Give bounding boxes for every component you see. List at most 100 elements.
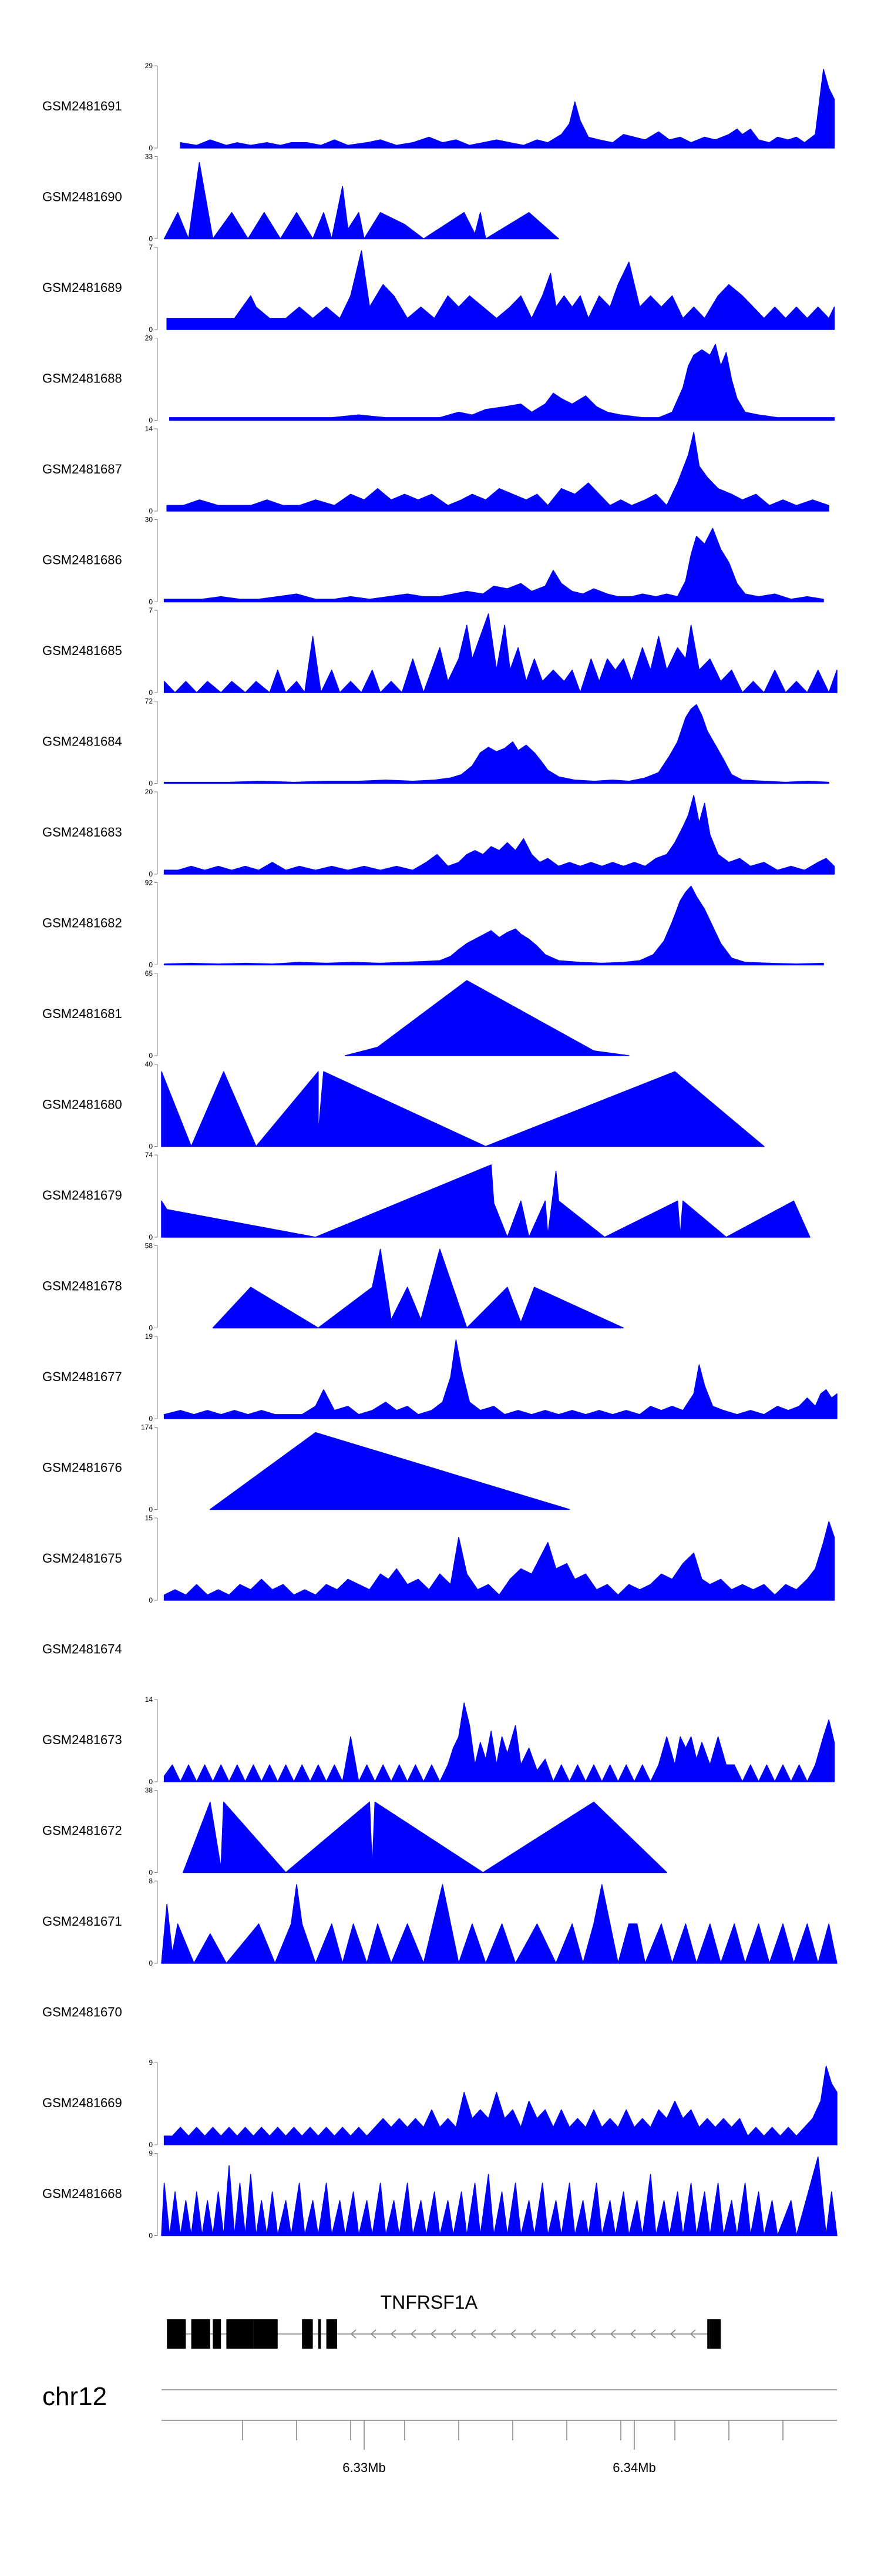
track-label: GSM2481689 bbox=[42, 280, 122, 295]
y-min-label: 0 bbox=[149, 780, 153, 788]
track-label: GSM2481676 bbox=[42, 1460, 122, 1475]
y-min-label: 0 bbox=[149, 507, 153, 515]
track-label: GSM2481673 bbox=[42, 1732, 122, 1747]
y-max-label: 14 bbox=[145, 425, 153, 433]
track-GSM2481672: GSM2481672 38 0 bbox=[42, 1786, 667, 1877]
y-max-label: 65 bbox=[145, 969, 153, 978]
track-label: GSM2481684 bbox=[42, 734, 122, 749]
y-min-label: 0 bbox=[149, 1143, 153, 1151]
coverage-area bbox=[163, 2065, 838, 2145]
coverage-area bbox=[180, 69, 835, 149]
coverage-area bbox=[163, 704, 829, 784]
y-max-label: 19 bbox=[145, 1332, 153, 1341]
y-max-label: 74 bbox=[145, 1151, 153, 1159]
track-GSM2481682: GSM2481682 92 0 bbox=[42, 879, 824, 969]
track-label: GSM2481674 bbox=[42, 1642, 122, 1657]
track-label: GSM2481680 bbox=[42, 1097, 122, 1112]
track-label: GSM2481678 bbox=[42, 1279, 122, 1294]
coverage-area bbox=[163, 1521, 835, 1601]
genome-axis: chr12 6.33Mb 6.34Mb bbox=[42, 2382, 837, 2475]
track-label: GSM2481668 bbox=[42, 2187, 122, 2201]
strand-arrow bbox=[510, 2329, 516, 2339]
chromosome-label: chr12 bbox=[42, 2382, 107, 2411]
track-label: GSM2481681 bbox=[42, 1006, 122, 1021]
track-label: GSM2481686 bbox=[42, 553, 122, 567]
y-max-label: 7 bbox=[149, 606, 153, 614]
y-min-label: 0 bbox=[149, 961, 153, 969]
track-GSM2481675: GSM2481675 15 0 bbox=[42, 1514, 835, 1604]
axis-tick-label: 6.33Mb bbox=[342, 2460, 385, 2475]
y-max-label: 29 bbox=[145, 62, 153, 70]
track-GSM2481677: GSM2481677 19 0 bbox=[42, 1332, 838, 1423]
coverage-area bbox=[163, 528, 824, 603]
coverage-area bbox=[163, 795, 835, 875]
y-min-label: 0 bbox=[149, 144, 153, 152]
y-max-label: 9 bbox=[149, 2058, 153, 2067]
strand-arrow bbox=[570, 2329, 576, 2339]
gene-exon bbox=[213, 2319, 221, 2349]
track-GSM2481669: GSM2481669 9 0 bbox=[42, 2058, 838, 2149]
gene-exon bbox=[191, 2319, 210, 2349]
axis-tick-label: 6.34Mb bbox=[613, 2460, 655, 2475]
track-GSM2481674: GSM2481674 bbox=[42, 1642, 122, 1657]
y-max-label: 92 bbox=[145, 879, 153, 887]
strand-arrow bbox=[550, 2329, 556, 2339]
y-min-label: 0 bbox=[149, 1415, 153, 1423]
track-label: GSM2481679 bbox=[42, 1188, 122, 1203]
coverage-area bbox=[161, 1884, 838, 1964]
y-min-label: 0 bbox=[149, 1506, 153, 1514]
strand-arrow bbox=[610, 2329, 616, 2339]
gene-exon bbox=[318, 2319, 321, 2349]
strand-arrow bbox=[350, 2329, 357, 2339]
y-min-label: 0 bbox=[149, 598, 153, 606]
track-label: GSM2481688 bbox=[42, 371, 122, 386]
gene-exon bbox=[707, 2319, 710, 2349]
coverage-area bbox=[345, 980, 630, 1056]
y-max-label: 40 bbox=[145, 1060, 153, 1069]
strand-arrow bbox=[650, 2329, 656, 2339]
track-label: GSM2481687 bbox=[42, 462, 122, 476]
y-min-label: 0 bbox=[149, 1324, 153, 1332]
y-min-label: 0 bbox=[149, 1052, 153, 1060]
track-GSM2481680: GSM2481680 40 0 bbox=[42, 1060, 765, 1151]
track-GSM2481687: GSM2481687 14 0 bbox=[42, 425, 829, 515]
coverage-area bbox=[212, 1248, 624, 1329]
y-max-label: 8 bbox=[149, 1877, 153, 1885]
track-GSM2481689: GSM2481689 7 0 bbox=[42, 243, 835, 334]
y-min-label: 0 bbox=[149, 688, 153, 697]
y-min-label: 0 bbox=[149, 1959, 153, 1967]
y-max-label: 7 bbox=[149, 243, 153, 251]
y-max-label: 9 bbox=[149, 2150, 153, 2158]
gene-exon bbox=[709, 2319, 721, 2349]
track-GSM2481681: GSM2481681 65 0 bbox=[42, 969, 630, 1060]
track-label: GSM2481671 bbox=[42, 1914, 122, 1929]
track-GSM2481684: GSM2481684 72 0 bbox=[42, 697, 829, 788]
coverage-area bbox=[163, 885, 824, 966]
track-GSM2481685: GSM2481685 7 0 bbox=[42, 606, 838, 697]
coverage-area bbox=[161, 1071, 765, 1147]
coverage-area bbox=[163, 162, 559, 240]
y-max-label: 58 bbox=[145, 1242, 153, 1250]
track-GSM2481683: GSM2481683 20 0 bbox=[42, 788, 835, 878]
y-min-label: 0 bbox=[149, 2141, 153, 2149]
gene-exon bbox=[226, 2319, 243, 2349]
strand-arrow bbox=[490, 2329, 496, 2339]
y-max-label: 20 bbox=[145, 788, 153, 796]
strand-arrow bbox=[630, 2329, 636, 2339]
coverage-area bbox=[161, 2156, 838, 2236]
strand-arrow bbox=[450, 2329, 456, 2339]
track-GSM2481670: GSM2481670 bbox=[42, 2005, 122, 2020]
track-GSM2481671: GSM2481671 8 0 bbox=[42, 1877, 838, 1967]
coverage-area bbox=[163, 613, 838, 693]
y-max-label: 30 bbox=[145, 516, 153, 524]
y-min-label: 0 bbox=[149, 325, 153, 334]
y-min-label: 0 bbox=[149, 2232, 153, 2240]
strand-arrow bbox=[690, 2329, 696, 2339]
coverage-area bbox=[163, 1702, 835, 1782]
y-min-label: 0 bbox=[149, 870, 153, 878]
strand-arrow bbox=[430, 2329, 436, 2339]
track-GSM2481690: GSM2481690 33 0 bbox=[42, 153, 559, 243]
track-label: GSM2481669 bbox=[42, 2095, 122, 2110]
